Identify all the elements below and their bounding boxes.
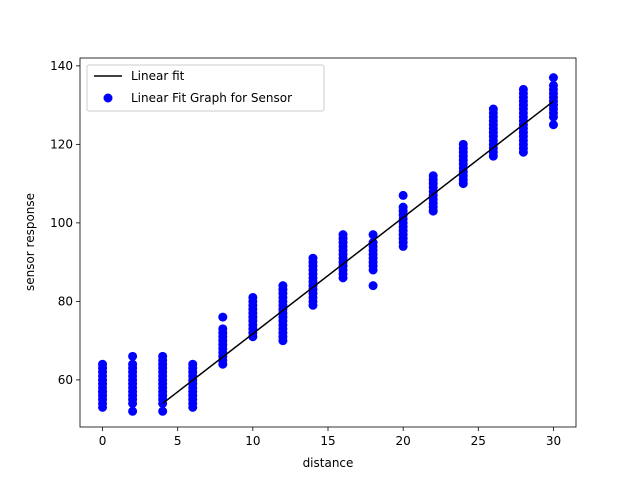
x-tick-label: 15 [320, 434, 335, 448]
x-tick-label: 25 [471, 434, 486, 448]
data-point [368, 281, 378, 291]
x-tick-label: 10 [245, 434, 260, 448]
data-point [548, 80, 558, 90]
x-axis-label: distance [303, 456, 354, 470]
data-point [308, 253, 318, 263]
y-tick-label: 140 [50, 59, 73, 73]
data-point [338, 230, 348, 240]
data-point [368, 238, 378, 247]
x-tick-label: 5 [174, 434, 182, 448]
data-point [398, 202, 408, 212]
data-point [158, 351, 168, 361]
data-point [278, 281, 288, 291]
linear-fit-line [162, 100, 554, 405]
y-tick-label: 120 [50, 137, 73, 151]
legend-label-linear-fit: Linear fit [131, 69, 185, 83]
data-point [368, 230, 378, 240]
data-point [218, 324, 228, 334]
data-point [488, 104, 498, 114]
data-point [398, 190, 408, 200]
data-point [548, 73, 558, 83]
y-tick-label: 100 [50, 216, 73, 230]
x-tick-label: 20 [396, 434, 411, 448]
y-axis-label: sensor response [23, 193, 37, 291]
data-point [128, 351, 138, 361]
legend: Linear fit Linear Fit Graph for Sensor [86, 64, 325, 112]
y-axis: 60 80 100 120 140 [50, 59, 80, 387]
y-tick-label: 80 [58, 294, 73, 308]
scatter-points [98, 73, 558, 416]
data-point [248, 292, 258, 302]
data-point [548, 120, 558, 130]
data-point [458, 139, 468, 149]
x-tick-label: 30 [546, 434, 561, 448]
data-point [518, 84, 528, 94]
plot-frame [79, 57, 577, 428]
data-point [188, 359, 198, 369]
data-point [428, 171, 438, 181]
legend-box [86, 64, 325, 112]
data-point [218, 312, 228, 322]
data-point [158, 406, 168, 416]
legend-label-sensor: Linear Fit Graph for Sensor [131, 91, 292, 105]
data-point [128, 406, 138, 416]
legend-marker-swatch [103, 93, 113, 103]
y-tick-label: 60 [58, 373, 73, 387]
x-tick-label: 0 [99, 434, 107, 448]
x-axis: 0 5 10 15 20 25 30 [99, 427, 561, 448]
data-point [128, 359, 138, 369]
data-point [98, 359, 108, 369]
